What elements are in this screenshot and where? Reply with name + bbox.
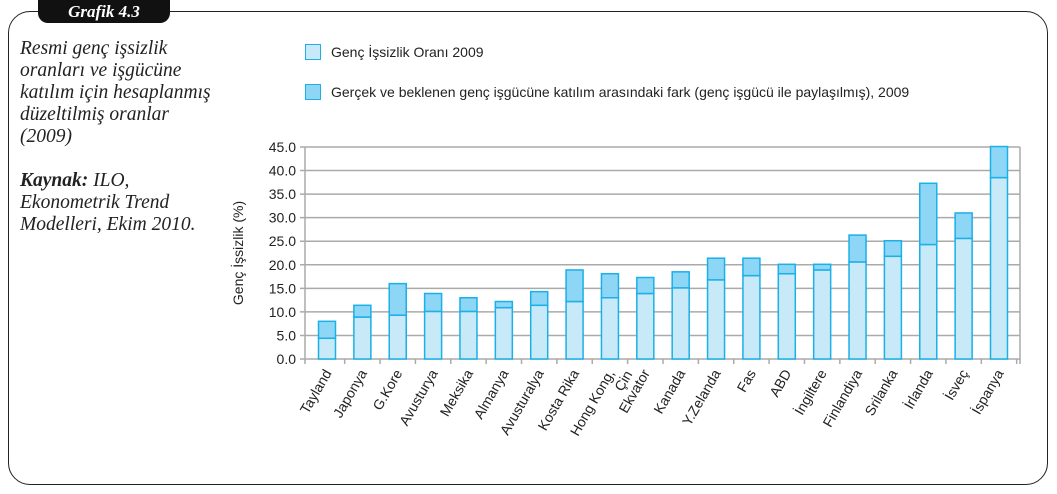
x-tick-label: Japonya <box>330 366 370 420</box>
x-tick-label: Meksika <box>437 366 477 419</box>
caption-source: Kaynak: ILO, Ekonometrik Trend Modelleri… <box>20 170 220 236</box>
legend-item-gap: Gerçek ve beklenen genç işgücüne katılım… <box>305 84 909 100</box>
y-tick-label: 45.0 <box>269 139 296 155</box>
bar-gap <box>954 212 973 240</box>
bar-gap <box>459 297 478 313</box>
legend-label-base: Genç İşsizlik Oranı 2009 <box>331 44 484 60</box>
bar-base <box>848 261 867 360</box>
legend-swatch-base <box>305 44 321 60</box>
bar-base <box>742 274 761 360</box>
bar-gap <box>883 240 903 258</box>
x-tick-label: İrlanda <box>900 366 936 412</box>
x-tick-label: Srilanka <box>861 366 900 418</box>
y-tick-label: 30.0 <box>269 210 296 226</box>
bar-gap <box>423 292 443 313</box>
bar-base <box>883 255 903 360</box>
bar-base <box>989 176 1009 360</box>
caption-description: Resmi genç işsizlik oranları ve işgücüne… <box>20 38 211 147</box>
bar-base <box>423 310 443 360</box>
bar-base <box>919 243 938 360</box>
chart-frame <box>8 11 1048 485</box>
bar-base <box>812 269 832 360</box>
y-tick-label: 25.0 <box>269 233 296 249</box>
source-text: ILO, Ekonometrik Trend Modelleri, Ekim 2… <box>20 170 196 235</box>
legend-label-gap: Gerçek ve beklenen genç işgücüne katılım… <box>331 84 910 100</box>
bar-base <box>777 272 797 360</box>
bar-gap <box>706 257 726 281</box>
legend-item-base: Genç İşsizlik Oranı 2009 <box>305 44 484 60</box>
bar-base <box>317 337 337 360</box>
x-tick-label: Kanada <box>650 366 688 416</box>
bar-base <box>494 306 514 360</box>
figure-badge: Grafik 4.3 <box>38 0 170 23</box>
bar-gap <box>565 269 584 303</box>
bar-base <box>565 300 584 360</box>
x-tick-label: İngiltere <box>790 366 830 418</box>
figure-caption: Resmi genç işsizlik oranları ve işgücüne… <box>20 38 220 258</box>
bar-gap <box>742 257 761 277</box>
bar-gap <box>353 304 372 318</box>
bar-gap <box>919 182 938 246</box>
bar-base <box>388 314 407 360</box>
bar-gap <box>671 271 690 289</box>
bar-base <box>600 297 620 360</box>
bar-base <box>459 310 478 360</box>
x-tick-label: İspanya <box>967 366 1006 417</box>
bar-gap <box>777 263 797 275</box>
x-tick-label: ABD <box>766 367 794 400</box>
bar-gap <box>494 300 514 309</box>
bar-base <box>706 279 726 360</box>
y-tick-label: 10.0 <box>269 304 296 320</box>
y-axis-title: Genç İşsizlik (%) <box>229 201 246 305</box>
bar-base <box>671 287 690 360</box>
y-tick-label: 40.0 <box>269 163 296 179</box>
bar-base <box>636 292 655 360</box>
bar-gap <box>636 276 655 295</box>
x-tick-label: İsveç <box>940 366 971 403</box>
y-tick-label: 5.0 <box>277 327 297 343</box>
legend-swatch-gap <box>305 84 321 100</box>
x-tick-label: Tayland <box>297 367 335 417</box>
y-tick-label: 20.0 <box>269 257 296 273</box>
x-tick-label: G.Kore <box>369 366 405 413</box>
x-tick-label: Fas <box>733 367 759 395</box>
bar-gap <box>529 290 549 307</box>
bar-gap <box>812 263 832 271</box>
bar-gap <box>388 282 407 316</box>
y-tick-label: 35.0 <box>269 186 296 202</box>
y-tick-label: 0.0 <box>277 351 297 367</box>
bar-gap <box>848 234 867 263</box>
bar-base <box>529 304 549 360</box>
source-label: Kaynak: <box>20 170 89 191</box>
bar-gap <box>317 320 337 340</box>
y-tick-label: 15.0 <box>269 280 296 296</box>
bar-base <box>954 237 973 360</box>
bar-base <box>353 316 372 360</box>
bar-gap <box>600 272 620 299</box>
bar-gap <box>989 145 1009 179</box>
